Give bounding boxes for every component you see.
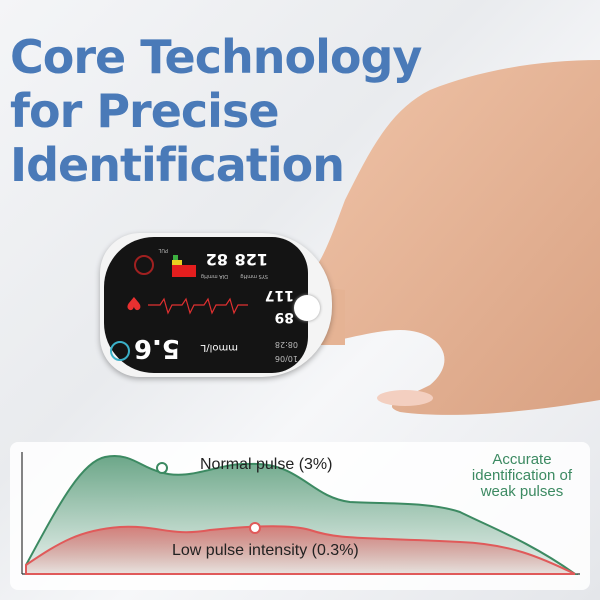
headline-line-3: Identification bbox=[10, 138, 345, 192]
glucose-icon bbox=[110, 341, 130, 361]
spo2-value: 89 bbox=[274, 309, 294, 325]
headline-line-2: for Precise bbox=[10, 84, 280, 138]
bp-level-bar bbox=[172, 265, 196, 277]
glucose-unit: mmol/L bbox=[200, 342, 238, 353]
low-pulse-marker bbox=[249, 522, 261, 534]
heart-icon: ♥ bbox=[125, 292, 142, 313]
pulse-value: 117 bbox=[264, 287, 294, 303]
sys-label: SYS mmHg bbox=[240, 273, 268, 279]
sys-value: 128 bbox=[234, 250, 268, 269]
callout-line-1: Accurate bbox=[492, 451, 552, 468]
callout-line-2: identification of bbox=[471, 467, 572, 484]
bp-level-bar-yellow bbox=[172, 260, 182, 265]
low-pulse-area bbox=[25, 525, 576, 575]
pulse-waveform bbox=[148, 297, 248, 315]
headline-line-1: Core Technology bbox=[10, 30, 422, 84]
pulse-oximeter: 5.6 mmol/L 10/06 08:28 89 117 ♥ 128 SYS … bbox=[100, 233, 332, 377]
dia-value: 82 bbox=[205, 250, 228, 269]
device-screen: 5.6 mmol/L 10/06 08:28 89 117 ♥ 128 SYS … bbox=[104, 237, 308, 373]
power-button[interactable] bbox=[294, 295, 320, 321]
pul-label: PUL bbox=[158, 247, 168, 253]
blood-pressure-icon bbox=[134, 255, 154, 275]
callout-text: Accurate identification of weak pulses bbox=[472, 452, 572, 500]
low-pulse-label: Low pulse intensity (0.3%) bbox=[172, 542, 359, 559]
date: 10/06 bbox=[274, 354, 298, 363]
dia-label: DIA mmHg bbox=[200, 273, 228, 279]
pulse-comparison-chart: Normal pulse (3%) Low pulse intensity (0… bbox=[10, 442, 590, 590]
time: 08:28 bbox=[274, 340, 298, 349]
pulse-curves bbox=[21, 452, 580, 575]
glucose-value: 5.6 bbox=[133, 333, 180, 363]
normal-pulse-marker bbox=[156, 462, 168, 474]
normal-pulse-label: Normal pulse (3%) bbox=[200, 456, 333, 473]
headline: Core Technology for Precise Identificati… bbox=[10, 30, 422, 192]
bp-level-bar-green bbox=[173, 255, 178, 260]
callout-line-3: weak pulses bbox=[480, 483, 564, 500]
